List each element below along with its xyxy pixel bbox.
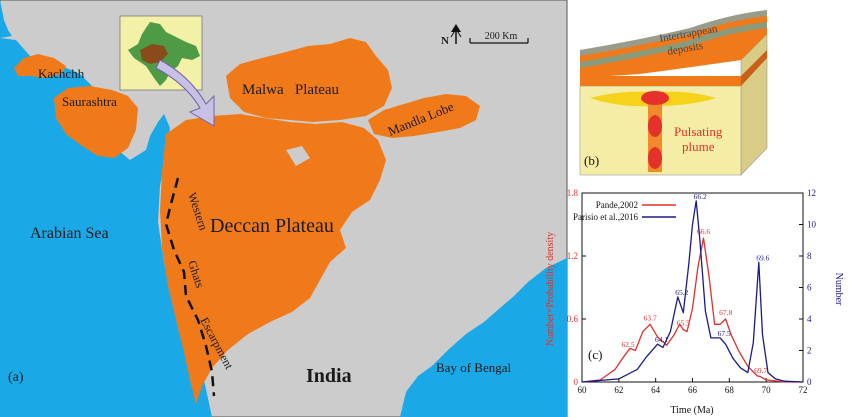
x-tick-label: 64 xyxy=(651,385,661,395)
label-kachchh: Kachchh xyxy=(38,66,85,81)
legend-entry-parisio: Parisio et al.,2016 xyxy=(573,212,638,222)
series-line-parisio xyxy=(581,200,804,383)
label-saurashtra: Saurashtra xyxy=(62,94,117,109)
north-arrow: N xyxy=(441,24,462,47)
kachchh-trap xyxy=(14,54,66,78)
y-left-tick-label: 1.2 xyxy=(567,251,578,261)
block-side-band xyxy=(741,50,767,86)
y-right-tick-label: 4 xyxy=(807,314,812,324)
block-layer-green xyxy=(580,22,767,68)
map-panel: N 200 Km Kachchh Saurashtra Malwa Platea… xyxy=(0,0,568,417)
peak-label-red: 62.5 xyxy=(621,340,634,349)
label-arabian-sea: Arabian Sea xyxy=(30,225,109,242)
peak-label-red: 66.6 xyxy=(697,227,710,236)
deccan-gap xyxy=(286,146,310,166)
x-tick-label: 68 xyxy=(725,385,735,395)
peak-label-blue: 67.5 xyxy=(718,329,731,338)
block-layer-orange-1 xyxy=(580,16,767,62)
india-inset-deccan xyxy=(140,44,168,64)
label-pulsating: Pulsating xyxy=(674,124,723,139)
peak-label-red: 69.7 xyxy=(754,366,767,375)
plume-head xyxy=(641,91,669,105)
inset-arrow xyxy=(155,59,215,127)
chart-peak-labels: 62.5 63.7 65.5 66.6 67.8 69.7 64.1 65.2 66.2 67.5… xyxy=(621,192,769,375)
escarpment-line xyxy=(164,177,216,397)
y-left-tick-label: 1.8 xyxy=(567,188,579,198)
scale-label: 200 Km xyxy=(485,31,518,42)
y-right-tick-label: 10 xyxy=(807,220,817,230)
bay-of-bengal-shape xyxy=(400,258,567,417)
peak-label-blue: 69.6 xyxy=(756,253,769,262)
chart-legend: Pande,2002 Parisio et al.,2016 xyxy=(573,200,676,222)
arabian-sea-shape xyxy=(0,38,212,417)
mandla-trap xyxy=(368,94,480,138)
plume-pulse-1 xyxy=(648,115,662,137)
x-tick-label: 70 xyxy=(762,385,772,395)
peak-label-blue: 66.2 xyxy=(694,192,707,201)
legend-entry-pande: Pande,2002 xyxy=(596,200,638,210)
label-bay-of-bengal: Bay of Bengal xyxy=(436,360,511,375)
y-left-tick-label: 0 xyxy=(574,377,579,387)
label-plume: plume xyxy=(682,139,715,154)
peak-label-blue: 65.2 xyxy=(675,288,688,297)
block-panel: Intertrappean deposits Pulsating plume (… xyxy=(579,10,768,176)
x-tick-label: 66 xyxy=(688,385,698,395)
y-right-tick-label: 2 xyxy=(807,346,812,356)
series-line-pande xyxy=(581,237,803,383)
label-deccan: Deccan Plateau xyxy=(210,215,334,237)
north-label: N xyxy=(441,35,449,47)
panel-label-b: (b) xyxy=(584,153,599,168)
y-right-tick-label: 8 xyxy=(807,251,812,261)
x-tick-label: 72 xyxy=(799,385,808,395)
label-malwa: Malwa Plateau xyxy=(242,82,340,98)
plume-pulse-2 xyxy=(648,147,662,169)
chart-ylabel-left: Number×Probability density xyxy=(545,232,556,346)
peak-label-red: 63.7 xyxy=(644,313,657,322)
block-front-band-orange xyxy=(580,76,741,86)
panel-label-a: (a) xyxy=(8,370,24,385)
block-layer-orange-2 xyxy=(580,28,767,78)
chart-lines xyxy=(581,200,804,383)
peak-label-red: 65.5 xyxy=(677,319,690,328)
chart-ylabel-right: Number xyxy=(833,273,844,306)
y-right-tick-label: 0 xyxy=(807,377,812,387)
malwa-trap xyxy=(226,38,392,122)
panel-label-c: (c) xyxy=(588,347,602,362)
peak-label-red: 67.8 xyxy=(719,308,732,317)
scale-bar: 200 Km xyxy=(469,31,529,44)
x-tick-label: 62 xyxy=(614,385,623,395)
y-right-tick-label: 12 xyxy=(807,188,816,198)
saurashtra-trap xyxy=(54,86,138,158)
x-tick-label: 60 xyxy=(578,385,588,395)
deccan-trap xyxy=(160,114,386,404)
label-india: India xyxy=(306,365,352,387)
y-left-tick-label: 0.6 xyxy=(567,314,579,324)
chart-xlabel: Time (Ma) xyxy=(670,405,713,416)
y-right-tick-label: 6 xyxy=(807,283,812,293)
gulf-inlet xyxy=(0,0,12,38)
peak-label-blue: 64.1 xyxy=(655,335,668,344)
